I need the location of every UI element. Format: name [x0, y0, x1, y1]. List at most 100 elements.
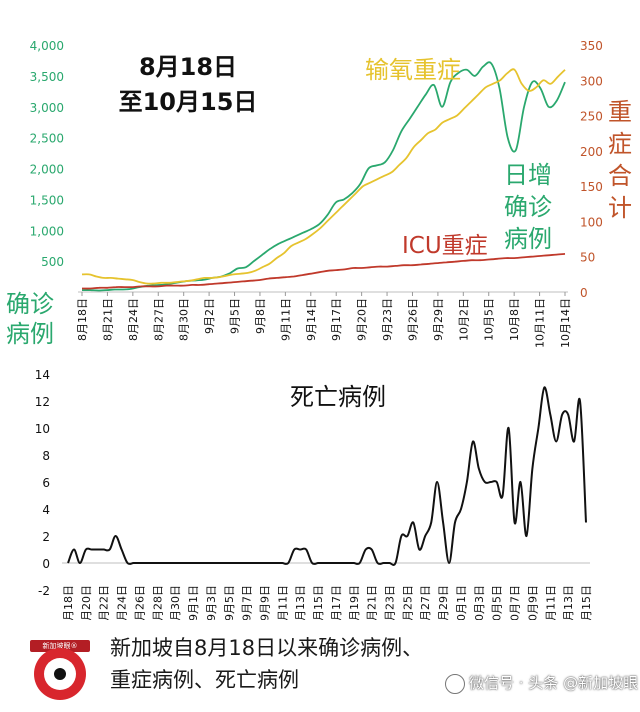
- deaths-x-tick-label: 10月3日: [473, 585, 486, 620]
- x-tick-label: 8月18日: [76, 298, 89, 341]
- x-tick-label: 9月2日: [203, 298, 216, 334]
- deaths-x-tick-label: 8月30日: [169, 585, 182, 620]
- deaths-x-tick-label: 9月19日: [348, 585, 361, 620]
- left-axis-label: 确诊病例: [6, 290, 54, 348]
- deaths-x-tick-label: 9月11日: [276, 585, 289, 620]
- left-tick-label: 1,000: [30, 224, 64, 238]
- right-tick-label: 100: [580, 215, 603, 229]
- right-tick-label: 150: [580, 180, 603, 194]
- logo-tag: 新加坡眼®: [30, 640, 90, 652]
- x-tick-label: 9月29日: [432, 298, 445, 341]
- caption-line-2: 重症病例、死亡病例: [110, 668, 299, 692]
- deaths-y-tick-label: 6: [42, 476, 50, 490]
- x-axis-ticks: 8月18日 8月21日 8月24日 8月27日 8月30日 9月2日 9月5日 9月8日 9月1…: [76, 292, 572, 348]
- left-tick-label: 4,000: [30, 39, 64, 53]
- deaths-x-tick-label: 10月1日: [455, 585, 468, 620]
- left-axis-label-line: 病例: [6, 320, 54, 348]
- deaths-x-tick-label: 9月1日: [187, 585, 200, 620]
- left-axis-ticks: 500 1,000 1,500 2,000 2,500 3,000 3,500 4,000: [30, 39, 64, 269]
- x-tick-label: 10月5日: [483, 298, 496, 341]
- right-tick-label: 350: [580, 39, 603, 53]
- right-tick-label: 0: [580, 286, 588, 300]
- left-tick-label: 1,500: [30, 193, 64, 207]
- left-tick-label: 2,000: [30, 163, 64, 177]
- top-series-group: [81, 61, 566, 292]
- x-tick-label: 8月30日: [178, 298, 191, 341]
- deaths-y-axis-ticks: -2 0 2 4 6 8 10 12 14: [35, 368, 50, 598]
- series-icu-severe: [81, 253, 566, 290]
- legend-oxygen-severe: 输氧重症: [365, 56, 461, 84]
- deaths-x-tick-label: 10月9日: [526, 585, 539, 620]
- deaths-y-tick-label: 2: [42, 530, 50, 544]
- right-axis-label-char: 计: [608, 194, 632, 222]
- x-tick-label: 8月27日: [152, 298, 165, 341]
- left-axis-label-line: 确诊: [6, 290, 54, 318]
- x-tick-label: 8月21日: [101, 298, 114, 341]
- deaths-x-tick-label: 8月26日: [133, 585, 146, 620]
- x-tick-label: 8月24日: [127, 298, 140, 341]
- right-tick-label: 200: [580, 145, 603, 159]
- deaths-x-tick-label: 8月24日: [116, 585, 129, 620]
- series-oxygen-severe: [81, 68, 566, 285]
- deaths-y-tick-label: 10: [35, 422, 50, 436]
- left-tick-label: 3,000: [30, 101, 64, 115]
- deaths-y-tick-label: 14: [35, 368, 50, 382]
- watermark-text: 微信号 · 头条 @新加坡眼: [469, 674, 639, 692]
- caption-line-1: 新加坡自8月18日以来确诊病例、: [110, 636, 424, 660]
- wechat-icon: [445, 673, 465, 694]
- deaths-y-tick-label: -2: [38, 584, 50, 598]
- deaths-x-tick-label: 10月15日: [580, 585, 593, 620]
- deaths-x-tick-label: 9月15日: [312, 585, 325, 620]
- left-tick-label: 2,500: [30, 132, 64, 146]
- deaths-x-tick-label: 8月18日: [62, 585, 75, 620]
- deaths-x-tick-label: 9月29日: [437, 585, 450, 620]
- caption-area: 新加坡眼® 新加坡自8月18日以来确诊病例、 重症病例、死亡病例 微信号 · 头…: [0, 620, 640, 712]
- deaths-x-tick-label: 10月13日: [562, 585, 575, 620]
- right-tick-label: 250: [580, 110, 603, 124]
- x-tick-label: 9月8日: [254, 298, 267, 334]
- deaths-series-group: [67, 386, 587, 566]
- deaths-x-tick-label: 8月20日: [80, 585, 93, 620]
- deaths-chart-title: 死亡病例: [290, 383, 386, 411]
- deaths-x-tick-label: 9月17日: [330, 585, 343, 620]
- deaths-y-tick-label: 4: [42, 503, 50, 517]
- x-tick-label: 9月5日: [229, 298, 242, 334]
- chart-title-line1: 8月18日: [139, 53, 237, 81]
- series-daily-confirmed: [82, 61, 566, 292]
- series-deaths: [67, 386, 587, 566]
- chart-title-line2: 至10月15日: [119, 88, 258, 116]
- deaths-x-tick-label: 9月23日: [384, 585, 397, 620]
- x-tick-label: 10月14日: [559, 298, 572, 348]
- deaths-x-tick-label: 9月3日: [205, 585, 218, 620]
- deaths-x-tick-label: 10月7日: [509, 585, 522, 620]
- legend-daily-confirmed-line: 确诊: [504, 193, 552, 221]
- brand-logo: 新加坡眼®: [30, 640, 90, 700]
- x-tick-label: 9月26日: [406, 298, 419, 341]
- deaths-x-tick-label: 8月28日: [151, 585, 164, 620]
- deaths-y-tick-label: 8: [42, 449, 50, 463]
- deaths-x-tick-label: 10月5日: [491, 585, 504, 620]
- x-tick-label: 10月2日: [457, 298, 470, 341]
- right-axis-ticks: 0 50 100 150 200 250 300 350: [580, 39, 603, 300]
- left-tick-label: 500: [41, 255, 64, 269]
- x-tick-label: 10月11日: [534, 298, 547, 348]
- deaths-x-tick-label: 9月9日: [258, 585, 271, 620]
- deaths-x-axis-ticks: 8月18日 8月20日 8月22日 8月24日 8月26日 8月28日 8月30日 9月1日 9…: [62, 585, 593, 620]
- right-tick-label: 50: [580, 251, 595, 265]
- right-axis-label-char: 症: [608, 130, 632, 158]
- legend-daily-confirmed-line: 病例: [504, 225, 552, 253]
- deaths-y-tick-label: 12: [35, 395, 50, 409]
- x-tick-label: 9月17日: [330, 298, 343, 341]
- right-tick-label: 300: [580, 74, 603, 88]
- left-tick-label: 3,500: [30, 70, 64, 84]
- legend-daily-confirmed-line: 日增: [504, 161, 552, 189]
- deaths-x-tick-label: 10月11日: [544, 585, 557, 620]
- x-tick-label: 9月20日: [356, 298, 369, 341]
- right-axis-label-char: 合: [608, 162, 632, 190]
- x-tick-label: 9月11日: [279, 298, 292, 341]
- deaths-x-tick-label: 9月25日: [401, 585, 414, 620]
